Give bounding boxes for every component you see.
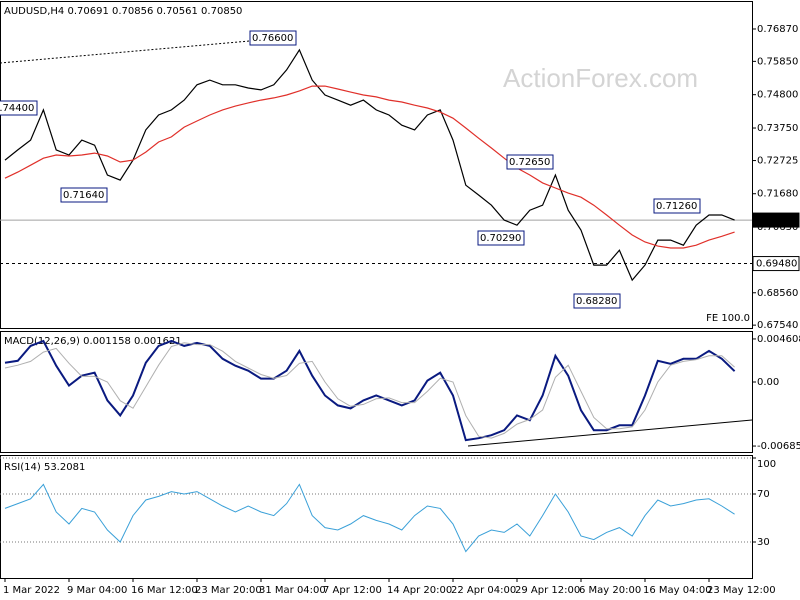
y-tick-label: 0.67540 xyxy=(757,320,798,331)
y-tick-label: 0.75850 xyxy=(757,56,798,67)
annotation: 0.68280 xyxy=(576,296,617,307)
annotation-box xyxy=(573,293,621,309)
series-line xyxy=(4,339,736,442)
series-line xyxy=(4,48,735,282)
macd-trend-line xyxy=(467,419,753,447)
y-tick-label: 0.73750 xyxy=(757,123,798,134)
x-tick-label: 16 Mar 12:00 xyxy=(131,585,198,596)
y-tick-label: 30 xyxy=(757,537,770,548)
price-panel xyxy=(0,1,753,329)
trend-line xyxy=(0,36,296,64)
annotation: 0.71260 xyxy=(656,201,697,212)
watermark: ActionForex.com xyxy=(503,63,698,93)
annotation-box xyxy=(653,198,701,214)
y-tick-label: -0.006853 xyxy=(757,441,800,452)
rsi-panel xyxy=(0,455,753,579)
y-tick-label: 0.004608 xyxy=(757,334,800,345)
x-tick-label: 9 Mar 04:00 xyxy=(67,585,127,596)
annotation-box xyxy=(60,187,108,203)
x-tick-label: 1 Mar 2022 xyxy=(3,585,60,596)
x-tick-label: 29 Apr 12:00 xyxy=(515,585,580,596)
x-tick-label: 23 May 12:00 xyxy=(707,585,776,596)
annotation-box xyxy=(506,154,554,170)
price-label: 0.70850 xyxy=(756,215,797,226)
price-label-box xyxy=(752,212,800,228)
x-tick-label: 7 Apr 12:00 xyxy=(323,585,382,596)
panel-title: MACD(12,26,9) 0.001158 0.001621 xyxy=(4,336,182,347)
y-tick-label: 70 xyxy=(757,489,770,500)
annotation: 0.70290 xyxy=(480,233,521,244)
annotation: 0.72650 xyxy=(509,157,550,168)
panel-title: RSI(14) 53.2081 xyxy=(4,462,85,473)
panel-title: AUDUSD,H4 0.70691 0.70856 0.70561 0.7085… xyxy=(4,6,242,17)
annotation-box xyxy=(0,100,38,116)
plot-layer: 0.76870 0.75850 0.74800 0.73750 0.72725 0.716… xyxy=(0,6,800,596)
x-tick-label: 23 Mar 20:00 xyxy=(195,585,262,596)
macd-panel xyxy=(0,331,753,453)
annotation: FE 100.0 xyxy=(706,313,750,324)
y-tick-label: 0.68560 xyxy=(757,288,798,299)
y-tick-label: 0.71680 xyxy=(757,189,798,200)
y-tick-label: 0.00 xyxy=(757,377,779,388)
annotation-box xyxy=(249,30,297,46)
y-tick-label: 0.76870 xyxy=(757,24,798,35)
annotation: 0.74400 xyxy=(0,103,34,114)
price-label: 0.69480 xyxy=(756,259,797,270)
annotation: 0.76600 xyxy=(252,33,293,44)
price-label-box xyxy=(752,256,800,272)
x-tick-label: 22 Apr 04:00 xyxy=(451,585,516,596)
y-tick-label: 100 xyxy=(757,459,776,470)
x-tick-label: 31 Mar 04:00 xyxy=(259,585,326,596)
x-tick-label: 14 Apr 20:00 xyxy=(387,585,452,596)
y-tick-label: 0.72725 xyxy=(757,156,798,167)
series-line xyxy=(4,483,735,553)
annotation: 0.71640 xyxy=(63,190,104,201)
annotation-box xyxy=(477,230,525,246)
series-line xyxy=(4,342,735,439)
x-tick-label: 6 May 20:00 xyxy=(579,585,641,596)
x-tick-label: 16 May 04:00 xyxy=(643,585,712,596)
y-tick-label: 0.74800 xyxy=(757,90,798,101)
series-line xyxy=(4,85,735,249)
